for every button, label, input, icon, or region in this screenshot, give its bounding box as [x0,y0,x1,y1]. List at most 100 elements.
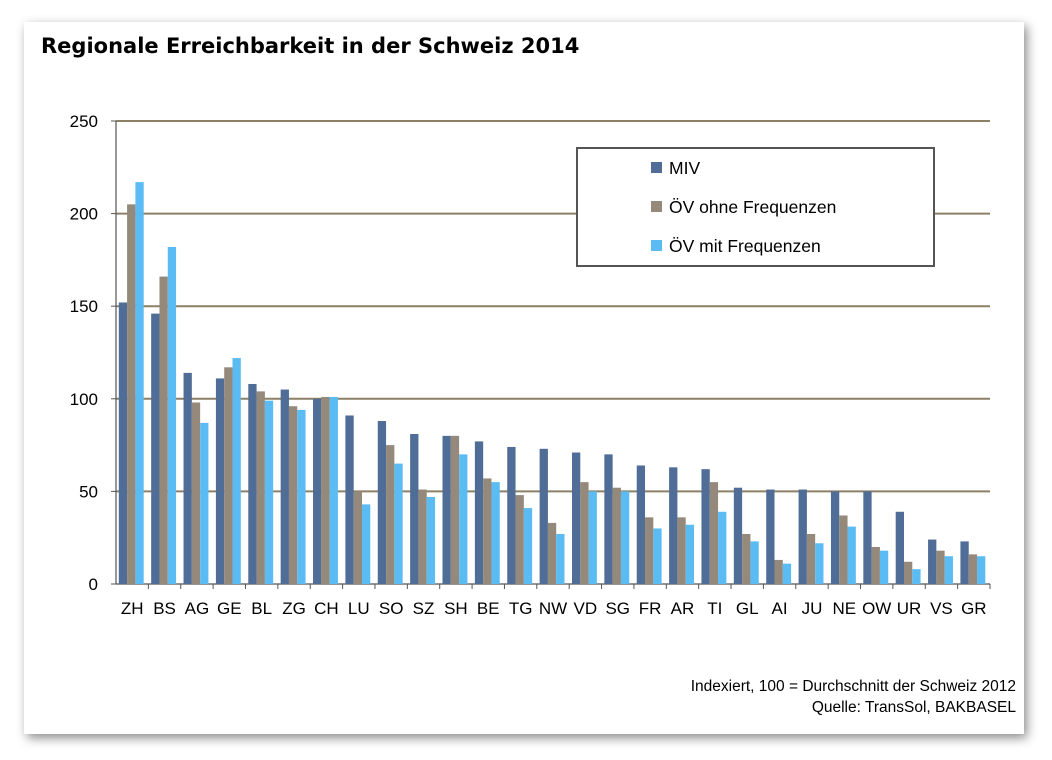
bar-sh-3 [459,454,468,584]
bar-ch-2 [321,396,330,584]
bar-ne-1 [830,491,840,584]
index-note: Indexiert, 100 = Durchschnitt der Schwei… [690,678,1016,695]
bar-fr-3 [653,528,662,584]
x-tick-label: VD [574,599,598,618]
legend-swatch [651,240,662,251]
x-tick-label: NE [833,599,857,618]
bar-tg-2 [515,495,524,584]
label-layer: 0 50 100 150 200 250 ZH BS AG GE BL ZG CH LU SO SZ SH BE T… [70,112,987,618]
x-tick-label: TG [509,599,533,618]
bar-gr-1 [960,541,969,584]
bar-ti-2 [709,482,719,584]
bar-bs-3 [167,246,177,584]
x-tick-label: BS [153,599,176,618]
x-tick-label: GE [217,599,242,618]
bar-vs-1 [928,539,937,584]
x-tick-label: SH [444,599,468,618]
bar-ur-3 [912,569,921,584]
bar-nw-2 [547,522,557,584]
bar-ur-1 [895,511,904,584]
bar-sg-1 [604,454,613,584]
legend-box [576,147,935,267]
bar-ow-1 [863,491,872,584]
x-tick-label: TI [707,599,722,618]
bar-gl-1 [733,487,743,584]
bar-so-3 [394,463,403,584]
bar-ag-2 [191,402,201,584]
bar-ne-3 [847,526,856,584]
x-tick-label: SZ [413,599,435,618]
bar-be-3 [491,482,500,584]
x-tick-label: OW [862,599,891,618]
y-tick-label: 50 [79,482,98,501]
bar-fr-1 [636,465,646,584]
bar-ge-3 [232,358,241,584]
bar-ow-2 [871,546,880,584]
legend-label: MIV [669,158,700,178]
bar-zg-2 [288,406,298,584]
bar-ar-2 [677,517,686,584]
bar-gl-2 [742,533,751,584]
x-tick-label: FR [639,599,662,618]
x-tick-label: AG [185,599,210,618]
bar-lu-3 [361,504,371,584]
bar-ju-3 [815,543,824,584]
x-tick-label: JU [802,599,823,618]
bar-ag-3 [200,422,209,584]
bar-vs-3 [944,556,953,584]
legend-swatch [651,162,662,173]
bar-sz-2 [418,489,427,584]
bar-ur-2 [903,561,913,584]
bar-zh-1 [118,302,128,584]
bar-sh-2 [450,435,460,584]
bar-ne-2 [839,515,848,584]
bar-sz-1 [410,433,419,584]
bar-bs-2 [159,276,168,584]
x-tick-label: VS [930,599,953,618]
bar-sz-3 [426,496,436,584]
bar-be-2 [483,478,492,584]
bar-lu-2 [353,491,362,584]
y-tick-label: 250 [70,112,98,131]
x-tick-label: GL [736,599,759,618]
bar-ti-3 [718,511,727,584]
bar-ch-3 [329,396,338,584]
bar-vd-3 [588,491,597,584]
y-tick-label: 100 [70,390,98,409]
x-tick-label: UR [897,599,922,618]
x-tick-label: GR [961,599,987,618]
bar-ch-1 [313,398,322,584]
bar-bs-1 [151,313,160,584]
bar-zg-1 [280,389,289,584]
legend-swatch [651,201,662,212]
bar-zh-2 [127,204,136,584]
legend: MIV ÖV ohne Frequenzen ÖV mit Frequenzen [576,147,935,267]
x-tick-label: CH [314,599,339,618]
bar-ar-3 [685,524,694,584]
bar-zh-3 [135,182,144,584]
source-note: Quelle: TransSol, BAKBASEL [811,699,1016,716]
bar-zg-3 [297,409,306,584]
bar-tg-3 [523,508,533,584]
x-tick-label: SG [605,599,630,618]
bar-fr-2 [645,517,654,584]
legend-label: ÖV mit Frequenzen [669,236,821,256]
bar-so-2 [386,445,395,584]
bar-vs-2 [936,550,945,584]
bar-sg-3 [620,491,630,584]
x-tick-label: BE [477,599,500,618]
x-tick-label: ZH [121,599,144,618]
y-tick-label: 150 [70,297,98,316]
bar-bl-1 [248,383,257,584]
bar-gr-2 [968,554,978,584]
bar-nw-1 [539,448,548,584]
bar-vd-1 [571,452,581,584]
bar-ar-1 [669,467,678,584]
bar-ag-1 [183,372,192,584]
bar-ti-1 [701,469,710,584]
x-tick-label: LU [348,599,370,618]
bar-lu-1 [345,415,354,584]
chart-title: Regionale Erreichbarkeit in der Schweiz … [41,34,580,58]
x-tick-label: SO [379,599,404,618]
bar-ow-3 [879,550,889,584]
